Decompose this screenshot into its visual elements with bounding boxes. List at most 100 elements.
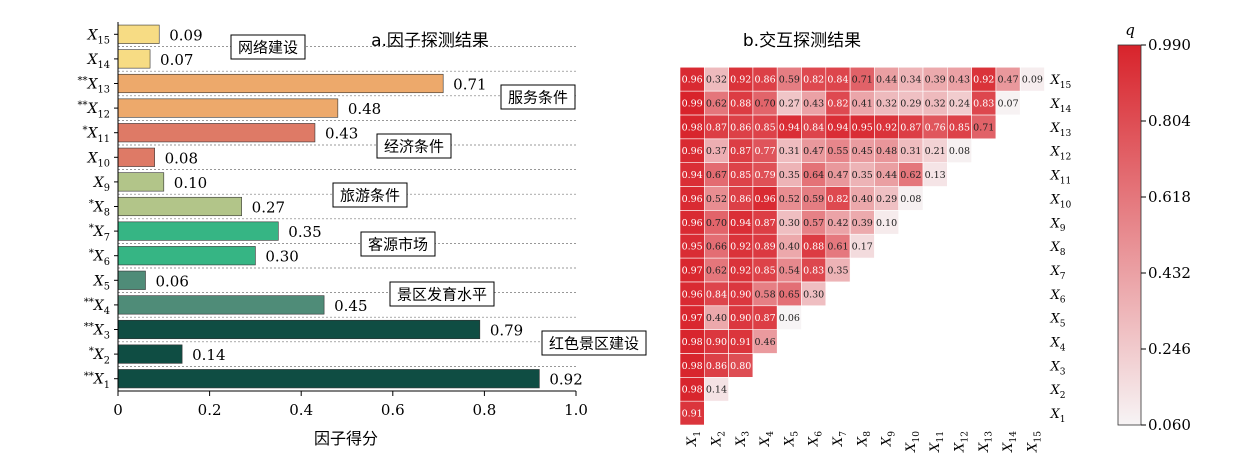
colorbar-tick-label: 0.990 [1148, 36, 1191, 54]
heatmap-row-label: X11 [1050, 169, 1072, 187]
heatmap-cell-value: 0.08 [900, 194, 921, 205]
bar-group [117, 24, 540, 389]
heatmap-column-label: X12 [952, 431, 970, 453]
heatmap-cell-value: 0.96 [754, 194, 775, 205]
heatmap-cell-value: 0.94 [827, 122, 848, 133]
group-label: 景区发育水平 [397, 286, 487, 304]
heatmap-cell-value: 0.82 [827, 99, 848, 110]
group-label: 客源市场 [368, 236, 428, 254]
heatmap-cell-value: 0.14 [706, 385, 727, 396]
heatmap-cell-value: 0.40 [852, 194, 873, 205]
heatmap-row-label: X12 [1050, 145, 1072, 163]
heatmap-column-label: X6 [807, 431, 825, 447]
heatmap-row-label: X13 [1050, 121, 1072, 139]
x-tick-label: 1.0 [564, 401, 588, 419]
colorbar-tick-label: 0.618 [1148, 188, 1191, 206]
row-separators [118, 46, 576, 367]
heatmap-cell-value: 0.86 [706, 361, 727, 372]
heatmap-column-label: X9 [880, 431, 898, 447]
heatmap-row-label: X8 [1050, 240, 1066, 258]
bar [117, 246, 256, 266]
heatmap-cell-value: 0.84 [803, 122, 824, 133]
bar-value-label: 0.71 [453, 76, 486, 94]
x-tick-labels: 0 0.2 0.4 0.6 0.8 1.0 [113, 401, 588, 419]
heatmap-cell-value: 0.85 [730, 170, 751, 181]
y-tick-label: *X11 [83, 125, 110, 145]
heatmap-cell-value: 0.89 [754, 242, 775, 253]
heatmap-cell-value: 0.47 [803, 146, 824, 157]
group-label-box [230, 34, 306, 60]
heatmap-cell-value: 0.90 [706, 337, 727, 348]
heatmap-cell-value: 0.57 [803, 218, 824, 229]
heatmap-cell-value: 0.52 [779, 194, 800, 205]
bar-value-label: 0.45 [334, 297, 367, 315]
y-tick-label: *X2 [89, 346, 110, 366]
heatmap-cell-value: 0.42 [827, 218, 848, 229]
heatmap-row-label: X2 [1050, 383, 1066, 401]
heatmap-column-label: X14 [1001, 431, 1019, 453]
heatmap-cell-value: 0.85 [754, 122, 775, 133]
x-tick-label: 0 [113, 401, 123, 419]
x-tick-label: 0.8 [472, 401, 496, 419]
heatmap-column-label: X8 [855, 431, 873, 447]
heatmap-cell-value: 0.96 [682, 218, 703, 229]
heatmap-cells: 0.910.98 0.140.98 0.86 0.800.98 0.90 0.91 0.46… [679, 66, 1045, 426]
heatmap-row-label: X1 [1050, 407, 1066, 425]
heatmap-cell-value: 0.40 [706, 313, 727, 324]
heatmap-cell-value: 0.62 [706, 99, 727, 110]
group-label: 经济条件 [384, 138, 444, 156]
colorbar-tick-label: 0.432 [1148, 264, 1191, 282]
heatmap-cell-value: 0.43 [949, 75, 970, 86]
bar [117, 24, 160, 44]
bar-value-label: 0.09 [169, 26, 202, 44]
heatmap-cell-value: 0.84 [706, 289, 727, 300]
bar-value-label: 0.43 [325, 125, 358, 143]
heatmap-cell-value: 0.66 [706, 242, 727, 253]
heatmap-cell-value: 0.87 [706, 122, 727, 133]
bar-value-label: 0.07 [160, 51, 193, 69]
panel-a-title: a.因子探测结果 [371, 31, 489, 51]
heatmap-cell-value: 0.29 [876, 194, 897, 205]
heatmap-column-label: X7 [831, 431, 849, 447]
heatmap-cell-value: 0.91 [730, 337, 751, 348]
bar [117, 221, 279, 241]
heatmap-cell-value: 0.98 [682, 361, 703, 372]
heatmap-cell-value: 0.82 [827, 194, 848, 205]
heatmap-cell-value: 0.94 [779, 122, 800, 133]
heatmap-cell-value: 0.97 [682, 265, 703, 276]
heatmap-cell-value: 0.61 [827, 242, 848, 253]
heatmap-cell-value: 0.59 [779, 75, 800, 86]
heatmap-cell-value: 0.47 [827, 170, 848, 181]
group-label: 旅游条件 [340, 187, 400, 205]
y-tick-label: X14 [87, 52, 110, 71]
bar [117, 295, 325, 315]
heatmap-cell-value: 0.94 [682, 170, 703, 181]
heatmap-cell-value: 0.87 [754, 218, 775, 229]
heatmap-cell-value: 0.87 [754, 313, 775, 324]
heatmap-cell-value: 0.96 [682, 289, 703, 300]
heatmap-cell-value: 0.95 [852, 122, 873, 133]
bar-value-labels: 0.09 0.07 0.71 0.48 0.43 0.08 0.10 0.270.35 0.30… [155, 26, 582, 388]
y-tick-labels: X15 X14 **X13 **X12 *X11 X10 X9 *X8 *X7 *X6 X5 **X4… [77, 27, 110, 391]
heatmap-cell-value: 0.31 [779, 146, 800, 157]
factor-detection-panel: 0.09 0.07 0.71 0.48 0.43 0.08 0.10 0.270.35 0.30… [77, 22, 647, 448]
heatmap-column-label: X10 [904, 431, 922, 453]
heatmap-cell-value: 0.32 [925, 99, 946, 110]
heatmap-cell-value: 0.67 [706, 170, 727, 181]
heatmap-cell-value: 0.97 [682, 313, 703, 324]
colorbar-tick-label: 0.060 [1148, 416, 1191, 434]
bar [117, 147, 155, 167]
bar-value-label: 0.35 [288, 223, 321, 241]
heatmap-cell-value: 0.55 [827, 146, 848, 157]
y-tick-label: **X12 [77, 100, 110, 120]
y-tick-label: X5 [93, 273, 110, 292]
heatmap-cell-value: 0.30 [779, 218, 800, 229]
bar-value-label: 0.10 [174, 174, 207, 192]
y-tick-label: *X6 [89, 248, 110, 268]
heatmap-cell-value: 0.64 [803, 170, 824, 181]
heatmap-row-label: X7 [1050, 264, 1066, 282]
bar [117, 73, 444, 94]
